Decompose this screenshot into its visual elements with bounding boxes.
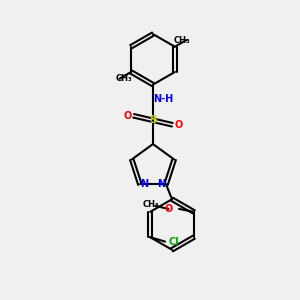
Text: S: S: [149, 115, 157, 125]
Text: O: O: [174, 120, 182, 130]
Text: CH₃: CH₃: [142, 200, 159, 209]
Text: N: N: [158, 179, 166, 189]
Text: Cl: Cl: [169, 237, 179, 247]
Text: O: O: [164, 204, 173, 214]
Text: CH₃: CH₃: [116, 74, 132, 83]
Text: CH₃: CH₃: [174, 35, 190, 44]
Text: N-H: N-H: [153, 94, 173, 104]
Text: N: N: [140, 179, 148, 189]
Text: O: O: [124, 111, 132, 121]
